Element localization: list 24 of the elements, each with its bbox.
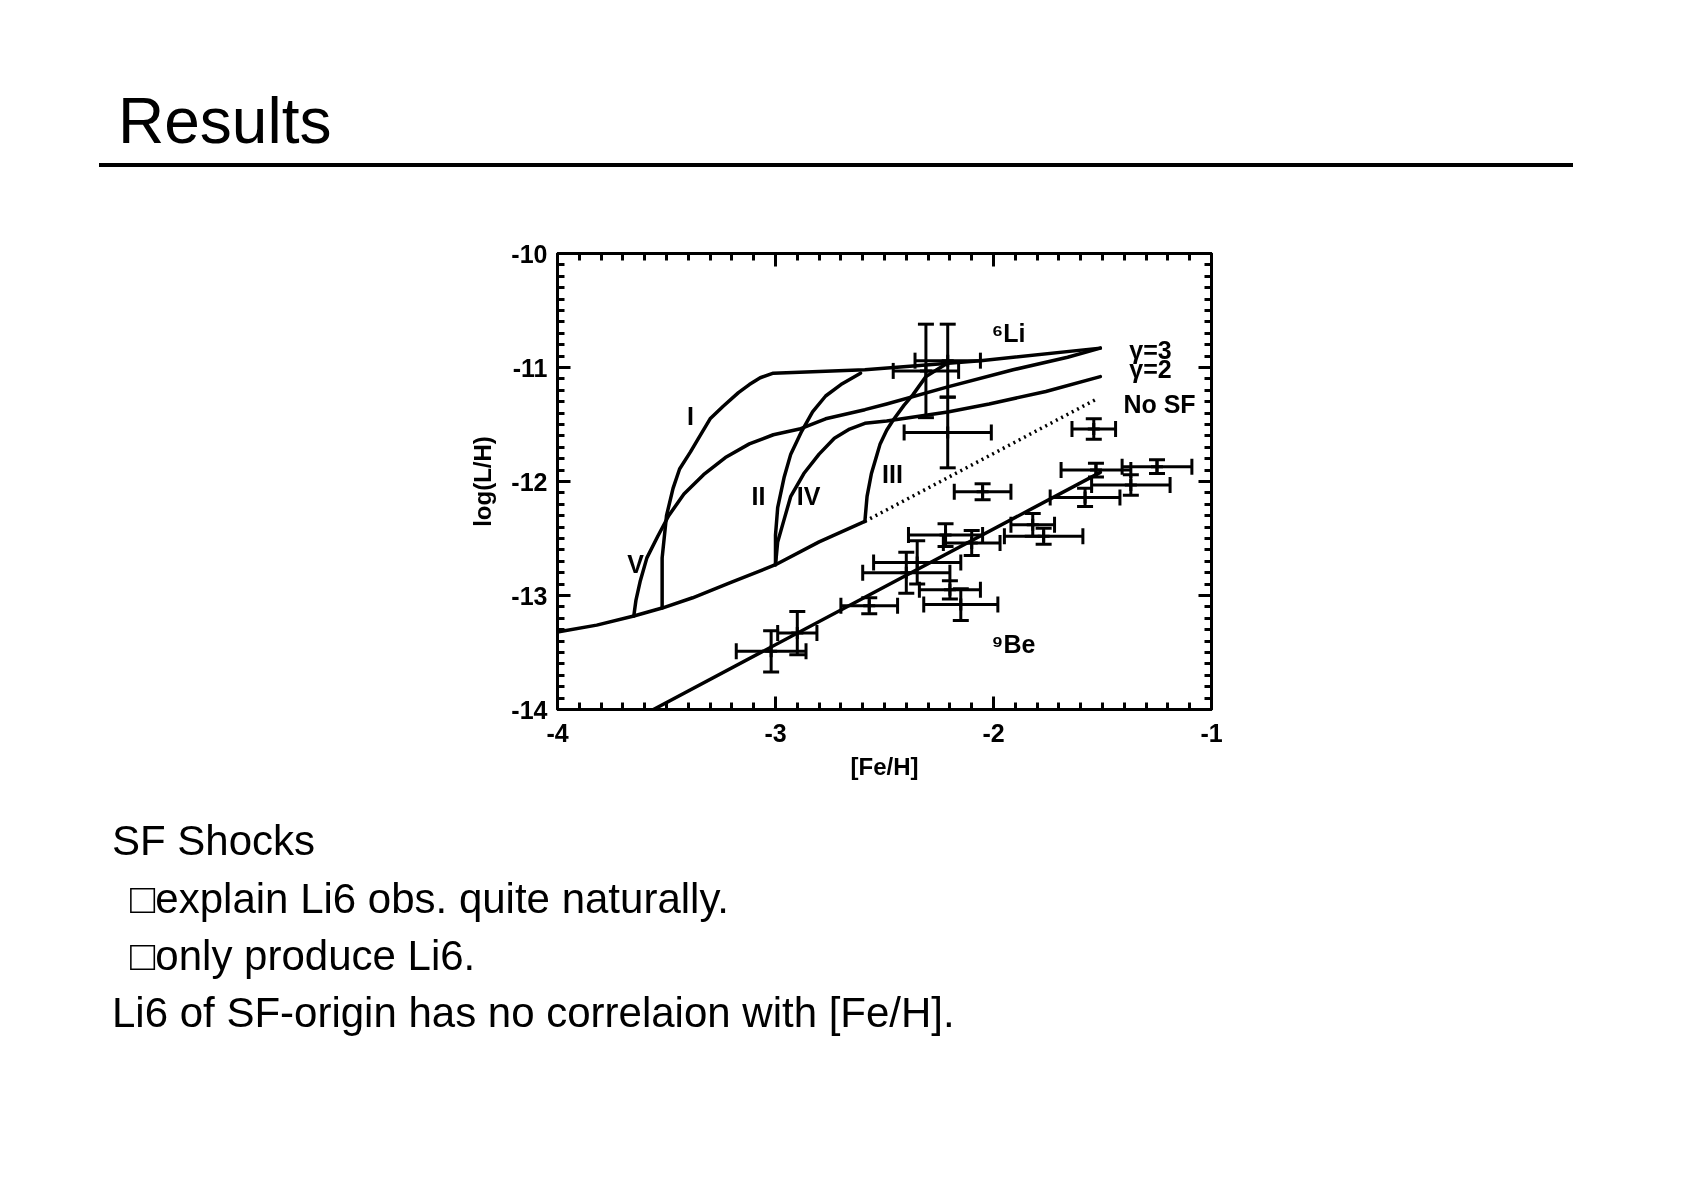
text: SF Shocks: [112, 817, 316, 865]
annotation: IV: [796, 481, 821, 510]
x-tick-label: -1: [1200, 718, 1223, 747]
annotation: V: [627, 549, 645, 578]
text: □only produce Li6.: [130, 932, 476, 979]
y-axis-title: log(L/H): [469, 436, 497, 527]
annotation: III: [882, 459, 903, 488]
annotation: No SF: [1123, 389, 1196, 418]
annotation: II: [751, 481, 766, 510]
x-tick-label: -3: [764, 718, 787, 747]
x-tick-label: -4: [546, 718, 569, 747]
y-tick-label: -14: [511, 695, 548, 724]
annotation: ⁶Li: [991, 318, 1026, 347]
y-tick-label: -13: [511, 581, 548, 610]
x-axis-title: [Fe/H]: [850, 752, 919, 780]
chart-title: Results: [118, 85, 332, 157]
x-tick-label: -2: [982, 718, 1005, 747]
annotation: I: [687, 401, 694, 430]
text: Li6 of SF-origin has no correlaion with [Fe/H].: [112, 989, 955, 1037]
y-tick-label: -12: [511, 467, 548, 496]
text: □explain Li6 obs. quite naturally.: [130, 874, 729, 922]
y-tick-label: -11: [512, 353, 548, 382]
y-tick-label: -10: [511, 239, 548, 268]
annotation: ⁹Be: [991, 629, 1036, 658]
